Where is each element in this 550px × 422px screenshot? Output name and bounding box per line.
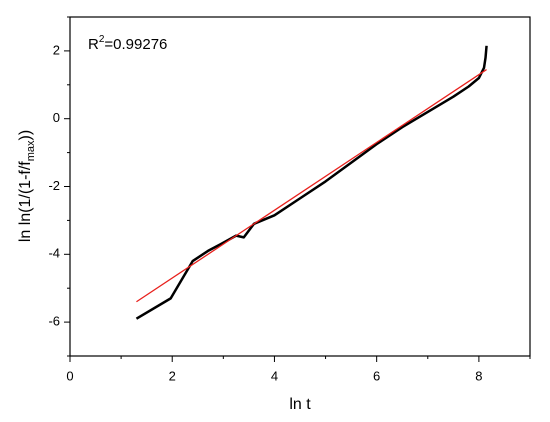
x-tick-label: 6 <box>373 368 380 383</box>
x-tick-label: 8 <box>475 368 482 383</box>
y-tick-label: 0 <box>53 110 60 125</box>
y-tick-label: 2 <box>53 42 60 57</box>
y-axis-title-text: )) <box>17 130 34 141</box>
annotation-text: =0.99276 <box>104 36 167 53</box>
y-tick-label: -4 <box>48 246 60 261</box>
annotation-text: R <box>88 36 99 53</box>
x-tick-label: 4 <box>271 368 278 383</box>
y-axis-title-text: ln ln(1/(1-f/f <box>17 161 34 242</box>
plot-frame <box>69 16 531 357</box>
x-tick-label: 0 <box>66 368 73 383</box>
r-squared-annotation: R2=0.99276 <box>88 34 167 53</box>
x-axis-title: ln t <box>289 396 311 413</box>
y-tick-label: -6 <box>48 314 60 329</box>
y-axis-title-subscript: max <box>25 140 37 161</box>
data-line <box>135 45 488 320</box>
y-axis-title: ln ln(1/(1-f/fmax)) <box>17 130 37 242</box>
annotation-superscript: 2 <box>99 34 105 45</box>
y-tick-label: -2 <box>48 178 60 193</box>
x-tick-label: 2 <box>169 368 176 383</box>
data-line <box>136 69 487 303</box>
